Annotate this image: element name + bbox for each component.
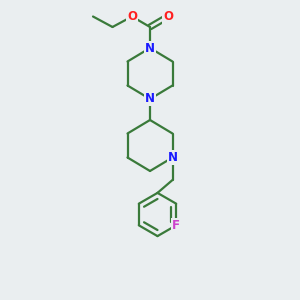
Text: N: N (167, 151, 178, 164)
Text: N: N (145, 41, 155, 55)
Text: F: F (172, 219, 180, 232)
Text: O: O (163, 10, 173, 23)
Text: O: O (127, 10, 137, 23)
Text: N: N (145, 92, 155, 106)
